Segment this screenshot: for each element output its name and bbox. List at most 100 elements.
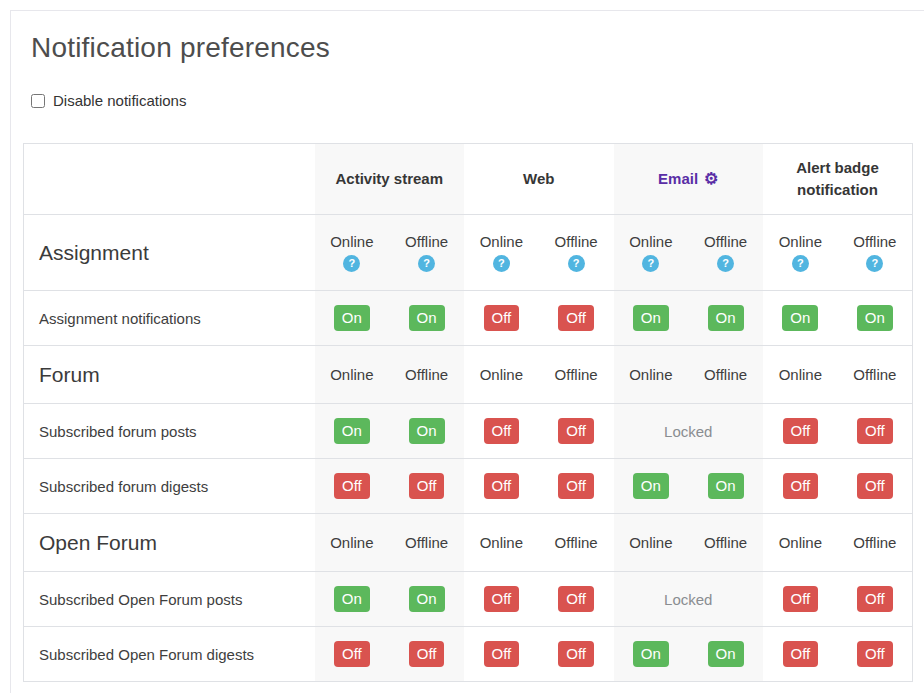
- toggle-cell: Off: [763, 459, 838, 514]
- toggle-off-button[interactable]: Off: [857, 418, 893, 444]
- toggle-on-button[interactable]: On: [708, 473, 744, 499]
- subheader-cell: Online?: [614, 215, 689, 291]
- subheader-stack: Offline?: [688, 233, 763, 272]
- help-icon[interactable]: ?: [343, 255, 360, 272]
- toggle-off-button[interactable]: Off: [558, 305, 594, 331]
- subheader-stack: Offline: [539, 534, 614, 551]
- toggle-off-button[interactable]: Off: [783, 586, 819, 612]
- toggle-on-button[interactable]: On: [334, 305, 370, 331]
- subheader-stack: Offline: [688, 534, 763, 551]
- subheader-stack: Offline: [688, 366, 763, 383]
- online-label: Online: [779, 233, 822, 250]
- toggle-cell: On: [315, 572, 390, 627]
- subheader-cell: Offline: [389, 346, 464, 404]
- corner-cell: [24, 144, 315, 215]
- help-icon[interactable]: ?: [493, 255, 510, 272]
- subheader-cell: Offline: [389, 514, 464, 572]
- toggle-on-button[interactable]: On: [409, 418, 445, 444]
- subheader-stack: Online: [315, 366, 390, 383]
- online-label: Online: [330, 366, 373, 383]
- subheader-cell: Offline?: [838, 215, 913, 291]
- toggle-on-button[interactable]: On: [633, 473, 669, 499]
- toggle-cell: Off: [464, 459, 539, 514]
- toggle-off-button[interactable]: Off: [558, 586, 594, 612]
- subheader-cell: Offline: [688, 514, 763, 572]
- toggle-on-button[interactable]: On: [409, 305, 445, 331]
- subheader-stack: Online?: [315, 233, 390, 272]
- toggle-cell: On: [763, 291, 838, 346]
- online-label: Online: [629, 233, 672, 250]
- toggle-cell: Off: [539, 627, 614, 682]
- toggle-off-button[interactable]: Off: [857, 586, 893, 612]
- subheader-cell: Online: [763, 514, 838, 572]
- toggle-on-button[interactable]: On: [708, 305, 744, 331]
- offline-label: Offline: [704, 366, 747, 383]
- toggle-off-button[interactable]: Off: [484, 641, 520, 667]
- toggle-on-button[interactable]: On: [782, 305, 818, 331]
- subheader-stack: Online: [464, 366, 539, 383]
- toggle-off-button[interactable]: Off: [334, 641, 370, 667]
- toggle-off-button[interactable]: Off: [484, 586, 520, 612]
- disable-notifications-checkbox[interactable]: [31, 94, 45, 108]
- subheader-stack: Online: [614, 366, 689, 383]
- online-label: Online: [779, 534, 822, 551]
- toggle-off-button[interactable]: Off: [334, 473, 370, 499]
- subheader-cell: Offline?: [389, 215, 464, 291]
- subheader-cell: Offline: [838, 346, 913, 404]
- toggle-on-button[interactable]: On: [334, 418, 370, 444]
- row-label: Subscribed forum digests: [24, 459, 315, 514]
- help-icon[interactable]: ?: [792, 255, 809, 272]
- toggle-off-button[interactable]: Off: [783, 418, 819, 444]
- toggle-off-button[interactable]: Off: [783, 641, 819, 667]
- toggle-off-button[interactable]: Off: [558, 641, 594, 667]
- subheader-cell: Online: [315, 514, 390, 572]
- toggle-off-button[interactable]: Off: [558, 418, 594, 444]
- help-icon[interactable]: ?: [717, 255, 734, 272]
- section-header-row: Open ForumOnlineOfflineOnlineOfflineOnli…: [24, 514, 913, 572]
- subheader-cell: Offline?: [688, 215, 763, 291]
- disable-notifications-row: Disable notifications: [31, 92, 924, 109]
- toggle-on-button[interactable]: On: [857, 305, 893, 331]
- help-icon[interactable]: ?: [418, 255, 435, 272]
- toggle-off-button[interactable]: Off: [484, 473, 520, 499]
- help-icon[interactable]: ?: [568, 255, 585, 272]
- toggle-cell: On: [688, 291, 763, 346]
- online-label: Online: [779, 366, 822, 383]
- offline-label: Offline: [555, 233, 598, 250]
- notification-preferences-page: Notification preferences Disable notific…: [10, 10, 924, 693]
- toggle-cell: Off: [539, 404, 614, 459]
- toggle-on-button[interactable]: On: [409, 586, 445, 612]
- toggle-off-button[interactable]: Off: [558, 473, 594, 499]
- offline-label: Offline: [555, 534, 598, 551]
- toggle-on-button[interactable]: On: [633, 305, 669, 331]
- toggle-cell: On: [315, 291, 390, 346]
- toggle-cell: Off: [838, 459, 913, 514]
- gear-icon: ⚙: [704, 171, 718, 187]
- toggle-cell: On: [389, 572, 464, 627]
- subheader-stack: Online: [614, 534, 689, 551]
- toggle-cell: Off: [539, 459, 614, 514]
- subheader-stack: Online: [464, 534, 539, 551]
- toggle-off-button[interactable]: Off: [484, 305, 520, 331]
- toggle-off-button[interactable]: Off: [857, 641, 893, 667]
- offline-label: Offline: [704, 233, 747, 250]
- disable-notifications-label[interactable]: Disable notifications: [53, 92, 186, 109]
- toggle-cell: Off: [838, 404, 913, 459]
- subheader-cell: Offline: [539, 346, 614, 404]
- help-icon[interactable]: ?: [642, 255, 659, 272]
- toggle-off-button[interactable]: Off: [484, 418, 520, 444]
- toggle-off-button[interactable]: Off: [783, 473, 819, 499]
- toggle-off-button[interactable]: Off: [409, 473, 445, 499]
- toggle-on-button[interactable]: On: [633, 641, 669, 667]
- toggle-off-button[interactable]: Off: [857, 473, 893, 499]
- toggle-on-button[interactable]: On: [708, 641, 744, 667]
- toggle-cell: On: [688, 627, 763, 682]
- subheader-stack: Offline?: [838, 233, 912, 272]
- section-name-cell: Assignment: [24, 215, 315, 291]
- email-settings-link[interactable]: Email ⚙: [658, 168, 718, 190]
- toggle-on-button[interactable]: On: [334, 586, 370, 612]
- toggle-cell: On: [614, 291, 689, 346]
- toggle-off-button[interactable]: Off: [409, 641, 445, 667]
- toggle-cell: Off: [763, 572, 838, 627]
- help-icon[interactable]: ?: [866, 255, 883, 272]
